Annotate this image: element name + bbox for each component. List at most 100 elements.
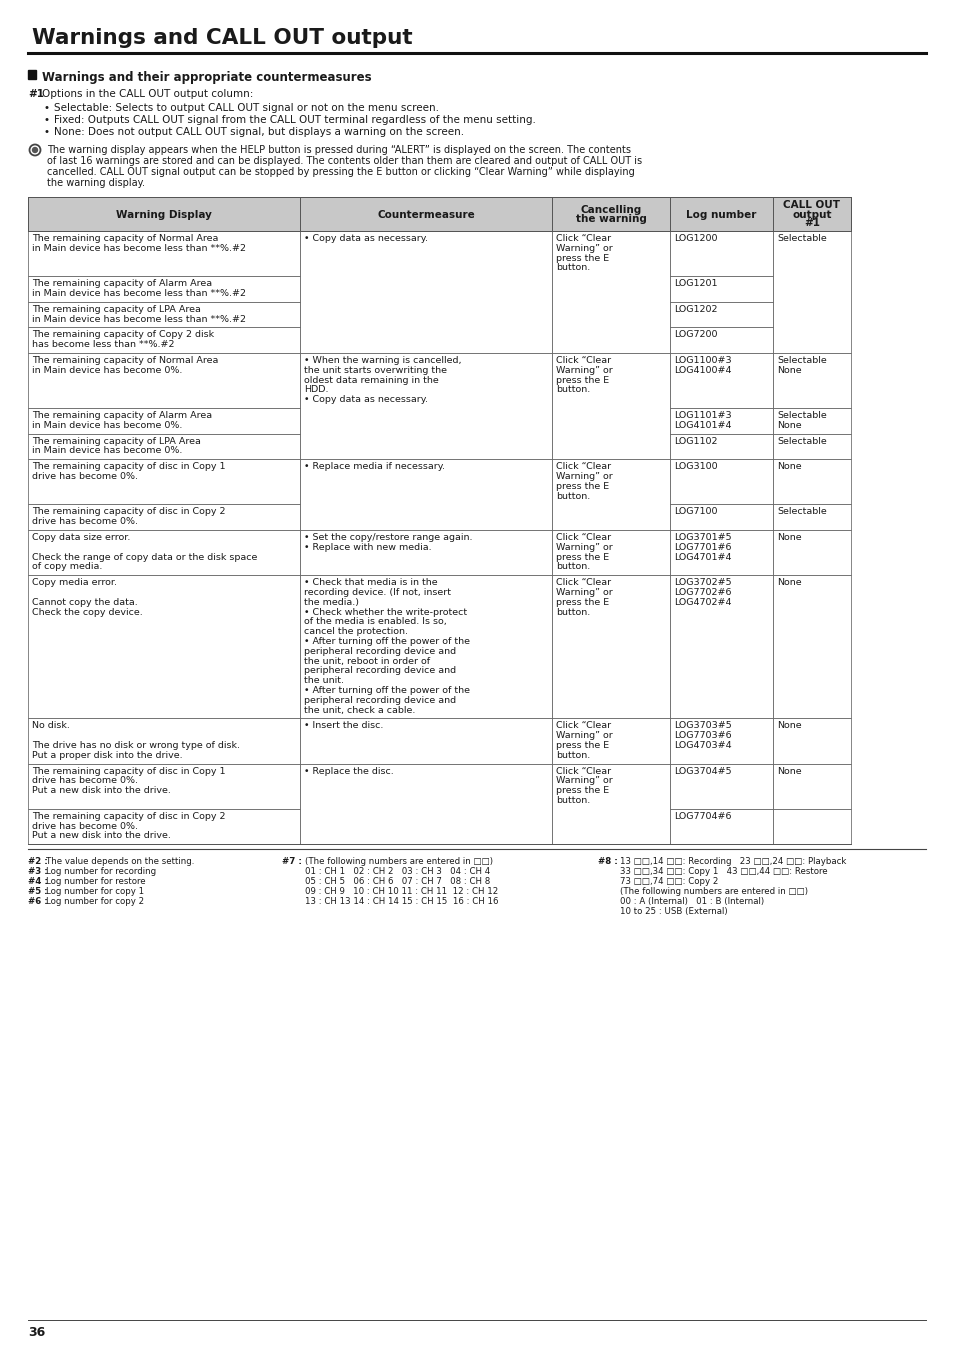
Text: peripheral recording device and: peripheral recording device and: [304, 695, 456, 705]
Bar: [552, 764, 669, 844]
Text: Log number for restore: Log number for restore: [46, 878, 146, 886]
Text: LOG4702#4: LOG4702#4: [673, 598, 731, 606]
Text: The value depends on the setting.: The value depends on the setting.: [46, 857, 194, 867]
Bar: [772, 433, 850, 459]
Text: Warning” or: Warning” or: [556, 244, 612, 252]
Bar: [28, 718, 299, 764]
Text: Click “Clear: Click “Clear: [556, 533, 611, 541]
Bar: [28, 809, 299, 844]
Text: LOG7704#6: LOG7704#6: [673, 811, 731, 821]
Text: in Main device has become 0%.: in Main device has become 0%.: [32, 447, 182, 455]
Text: in Main device has become less than **%.#2: in Main device has become less than **%.…: [32, 315, 246, 324]
Bar: [772, 352, 850, 408]
Text: The warning display appears when the HELP button is pressed during “ALERT” is di: The warning display appears when the HEL…: [47, 144, 630, 155]
Bar: [28, 277, 299, 302]
Text: None: None: [776, 767, 801, 776]
Text: Fixed: Outputs CALL OUT signal from the CALL OUT terminal regardless of the menu: Fixed: Outputs CALL OUT signal from the …: [54, 115, 536, 126]
Text: The remaining capacity of Normal Area: The remaining capacity of Normal Area: [32, 234, 218, 243]
Text: • Replace with new media.: • Replace with new media.: [304, 543, 431, 552]
Text: LOG3100: LOG3100: [673, 462, 717, 471]
Text: Countermeasure: Countermeasure: [376, 209, 475, 220]
Text: LOG4101#4: LOG4101#4: [673, 421, 731, 429]
Text: #6 :: #6 :: [28, 898, 48, 906]
Text: Selectable: Selectable: [776, 234, 826, 243]
Text: Click “Clear: Click “Clear: [556, 234, 611, 243]
Text: Warning” or: Warning” or: [556, 366, 612, 375]
Text: • Insert the disc.: • Insert the disc.: [304, 721, 383, 730]
Text: LOG4100#4: LOG4100#4: [673, 366, 731, 375]
Text: The remaining capacity of Copy 2 disk: The remaining capacity of Copy 2 disk: [32, 331, 213, 339]
Text: Click “Clear: Click “Clear: [556, 356, 611, 365]
Text: • After turning off the power of the: • After turning off the power of the: [304, 686, 470, 695]
Bar: [669, 277, 772, 302]
Bar: [669, 302, 772, 328]
Text: LOG1202: LOG1202: [673, 305, 717, 313]
Bar: [669, 231, 772, 277]
Text: Check the range of copy data or the disk space: Check the range of copy data or the disk…: [32, 552, 257, 562]
Text: oldest data remaining in the: oldest data remaining in the: [304, 375, 438, 385]
Text: None: None: [776, 533, 801, 541]
Text: button.: button.: [556, 385, 590, 394]
Text: the media.): the media.): [304, 598, 358, 606]
Text: The remaining capacity of Alarm Area: The remaining capacity of Alarm Area: [32, 410, 212, 420]
Bar: [28, 328, 299, 352]
Bar: [669, 505, 772, 531]
Text: Click “Clear: Click “Clear: [556, 767, 611, 776]
Text: (The following numbers are entered in □□): (The following numbers are entered in □□…: [305, 857, 493, 867]
Text: the warning: the warning: [575, 215, 646, 224]
Text: in Main device has become 0%.: in Main device has become 0%.: [32, 366, 182, 375]
Text: LOG3701#5: LOG3701#5: [673, 533, 731, 541]
Bar: [669, 575, 772, 718]
Text: None: None: [776, 578, 801, 587]
Text: LOG1200: LOG1200: [673, 234, 717, 243]
Bar: [772, 764, 850, 809]
Text: button.: button.: [556, 751, 590, 760]
Text: the unit, reboot in order of: the unit, reboot in order of: [304, 656, 430, 666]
Text: The remaining capacity of disc in Copy 2: The remaining capacity of disc in Copy 2: [32, 508, 225, 517]
Text: •: •: [44, 103, 50, 113]
Bar: [28, 302, 299, 328]
Text: the unit, check a cable.: the unit, check a cable.: [304, 706, 415, 714]
Bar: [28, 197, 850, 231]
Text: press the E: press the E: [556, 598, 608, 606]
Text: drive has become 0%.: drive has become 0%.: [32, 517, 138, 526]
Text: LOG7703#6: LOG7703#6: [673, 732, 731, 740]
Text: Selectable: Selects to output CALL OUT signal or not on the menu screen.: Selectable: Selects to output CALL OUT s…: [54, 103, 438, 113]
Text: 01 : CH 1   02 : CH 2   03 : CH 3   04 : CH 4: 01 : CH 1 02 : CH 2 03 : CH 3 04 : CH 4: [305, 867, 490, 876]
Text: LOG7702#6: LOG7702#6: [673, 589, 731, 597]
Text: drive has become 0%.: drive has become 0%.: [32, 776, 138, 786]
Text: Warning” or: Warning” or: [556, 732, 612, 740]
Text: in Main device has become less than **%.#2: in Main device has become less than **%.…: [32, 289, 246, 298]
Bar: [299, 231, 552, 352]
Text: •: •: [44, 115, 50, 126]
Text: of copy media.: of copy media.: [32, 563, 102, 571]
Text: Warning Display: Warning Display: [116, 209, 212, 220]
Text: Selectable: Selectable: [776, 410, 826, 420]
Text: drive has become 0%.: drive has become 0%.: [32, 472, 138, 481]
Text: button.: button.: [556, 796, 590, 805]
Text: button.: button.: [556, 563, 590, 571]
Text: • Check that media is in the: • Check that media is in the: [304, 578, 437, 587]
Text: in Main device has become 0%.: in Main device has become 0%.: [32, 421, 182, 429]
Text: Log number: Log number: [685, 209, 756, 220]
Text: • When the warning is cancelled,: • When the warning is cancelled,: [304, 356, 461, 365]
Text: • Replace the disc.: • Replace the disc.: [304, 767, 394, 776]
Bar: [28, 70, 36, 80]
Text: Click “Clear: Click “Clear: [556, 462, 611, 471]
Text: #8 :: #8 :: [598, 857, 618, 867]
Text: of the media is enabled. Is so,: of the media is enabled. Is so,: [304, 617, 446, 626]
Text: The drive has no disk or wrong type of disk.: The drive has no disk or wrong type of d…: [32, 741, 240, 751]
Text: cancel the protection.: cancel the protection.: [304, 628, 408, 636]
Bar: [28, 575, 299, 718]
Bar: [669, 408, 772, 433]
Text: Warning” or: Warning” or: [556, 776, 612, 786]
Bar: [669, 531, 772, 575]
Text: LOG4703#4: LOG4703#4: [673, 741, 731, 751]
Text: button.: button.: [556, 263, 590, 273]
Text: LOG4701#4: LOG4701#4: [673, 552, 731, 562]
Bar: [772, 718, 850, 764]
Bar: [669, 718, 772, 764]
Text: Options in the CALL OUT output column:: Options in the CALL OUT output column:: [42, 89, 253, 99]
Text: Warning” or: Warning” or: [556, 589, 612, 597]
Text: 10 to 25 : USB (External): 10 to 25 : USB (External): [619, 907, 727, 917]
